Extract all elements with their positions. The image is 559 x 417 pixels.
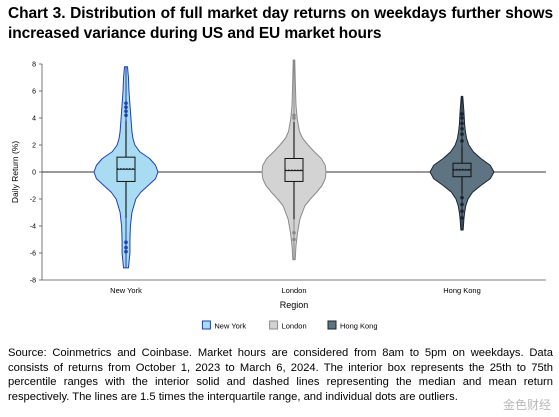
outlier-dot xyxy=(124,105,128,109)
x-tick-label: New York xyxy=(110,286,142,295)
outlier-dot xyxy=(460,216,464,220)
chart-title: Chart 3. Distribution of full market day… xyxy=(8,5,553,42)
y-axis-label: Daily Return (%) xyxy=(10,141,20,204)
x-tick-label: Hong Kong xyxy=(443,286,481,295)
outlier-dot xyxy=(460,132,464,136)
y-tick-label: 8 xyxy=(32,62,36,69)
legend-label: Hong Kong xyxy=(340,322,378,331)
y-tick-label: 0 xyxy=(32,170,36,177)
y-tick-label: -6 xyxy=(30,251,36,258)
outlier-dot xyxy=(124,113,128,118)
outlier-dot xyxy=(292,113,296,118)
outlier-dot xyxy=(292,230,296,235)
y-tick-label: -8 xyxy=(30,278,36,285)
outlier-dot xyxy=(460,209,464,213)
legend-label: New York xyxy=(214,322,246,331)
y-tick-label: -2 xyxy=(30,197,36,204)
outlier-dot xyxy=(124,240,128,244)
outlier-dot xyxy=(124,109,128,114)
violin-chart: -8 -6 -4 -2 0 2 4 6 8 Daily Return (%) New York Lon… xyxy=(10,59,546,331)
y-tick-label: -4 xyxy=(30,224,36,231)
outlier-dot xyxy=(460,195,464,200)
outlier-dot xyxy=(124,101,128,105)
outlier-dot xyxy=(460,121,464,126)
outlier-dot xyxy=(460,116,464,120)
outlier-dot xyxy=(460,202,464,207)
legend-swatch xyxy=(269,320,279,330)
x-tick-label: London xyxy=(281,286,306,295)
outlier-dot xyxy=(292,237,296,242)
legend-swatch xyxy=(327,320,337,330)
outlier-dot xyxy=(460,127,464,131)
source-note: Source: Coinmetrics and Coinbase. Market… xyxy=(8,347,553,404)
watermark: 金色财经 xyxy=(500,396,553,413)
outlier-dot xyxy=(292,116,296,120)
y-tick-label: 2 xyxy=(32,143,36,150)
outlier-dot xyxy=(124,245,128,250)
outlier-dot xyxy=(460,139,464,143)
outlier-dot xyxy=(460,112,464,116)
y-tick-label: 6 xyxy=(32,89,36,96)
y-tick-label: 4 xyxy=(32,116,36,123)
x-axis-label: Region xyxy=(280,300,309,310)
legend-label: London xyxy=(282,322,307,331)
legend-swatch xyxy=(201,320,211,330)
outlier-dot xyxy=(124,249,128,254)
